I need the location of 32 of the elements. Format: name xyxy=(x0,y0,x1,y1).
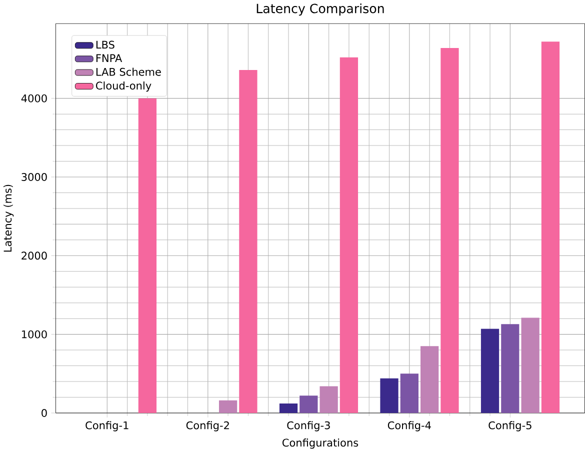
x-tick-label: Config-3 xyxy=(287,421,330,432)
bar xyxy=(400,374,418,413)
x-tick-label: Config-1 xyxy=(86,421,128,432)
y-tick-label: 3000 xyxy=(22,172,47,181)
bar xyxy=(300,396,318,413)
legend-label: FNPA xyxy=(96,54,122,62)
y-axis-title: Latency (ms) xyxy=(4,184,14,252)
x-tick-label: Config-2 xyxy=(186,421,229,432)
y-tick-label: 1000 xyxy=(22,330,47,338)
bar xyxy=(279,403,298,413)
bar xyxy=(521,318,540,413)
chart-title: Latency Comparison xyxy=(256,3,384,16)
legend-label: Cloud-only xyxy=(96,81,152,92)
bar xyxy=(420,346,439,413)
x-tick-label: Config-5 xyxy=(488,421,532,432)
bar xyxy=(218,400,238,413)
bar xyxy=(501,324,520,413)
y-tick-label: 4000 xyxy=(21,94,47,102)
bar xyxy=(380,378,398,413)
legend-label: LAB Scheme xyxy=(96,68,161,76)
bar xyxy=(480,328,500,413)
bar xyxy=(138,98,157,413)
bar xyxy=(541,42,560,413)
bar xyxy=(239,70,258,413)
bar xyxy=(340,57,358,413)
legend-label: LBS xyxy=(96,40,114,49)
bar xyxy=(440,48,459,413)
x-tick-label: Config-4 xyxy=(388,421,431,432)
x-axis-title: Configurations xyxy=(282,438,358,449)
bar xyxy=(320,386,338,413)
y-tick-label: 0 xyxy=(42,408,47,417)
y-tick-label: 2000 xyxy=(22,252,47,260)
